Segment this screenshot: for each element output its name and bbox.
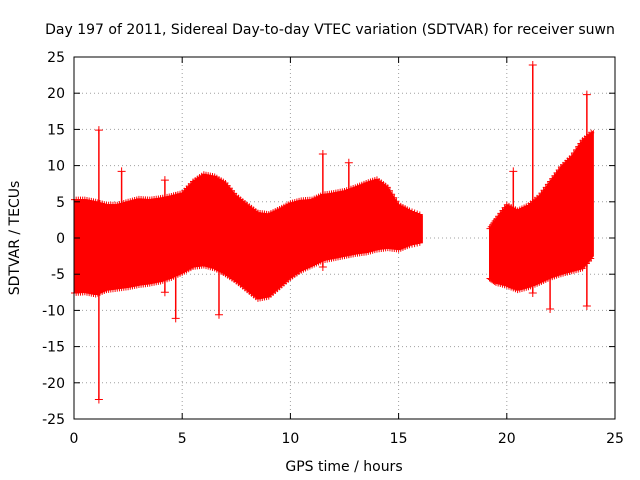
y-tick-label: -5 bbox=[51, 267, 65, 283]
data-point bbox=[588, 129, 595, 136]
data-point bbox=[160, 288, 169, 297]
data-point bbox=[582, 90, 591, 99]
data-point bbox=[318, 150, 327, 159]
data-point bbox=[509, 281, 518, 290]
data-point bbox=[570, 150, 577, 157]
data-point bbox=[546, 304, 555, 313]
data-point bbox=[214, 310, 223, 319]
data-point bbox=[344, 158, 353, 167]
data-point bbox=[94, 126, 103, 135]
data-point bbox=[386, 187, 393, 194]
data-point bbox=[528, 60, 537, 69]
chart-title: Day 197 of 2011, Sidereal Day-to-day VTE… bbox=[45, 22, 615, 38]
y-tick-label: 5 bbox=[56, 195, 65, 211]
y-tick-label: -20 bbox=[42, 376, 65, 392]
data-point bbox=[546, 183, 555, 192]
y-tick-label: 25 bbox=[47, 50, 65, 66]
data-point bbox=[568, 153, 575, 160]
data-point bbox=[389, 191, 396, 198]
data-point bbox=[384, 184, 391, 191]
y-tick-label: 0 bbox=[56, 231, 65, 247]
data-point bbox=[160, 176, 169, 185]
data-point bbox=[117, 262, 126, 271]
data-point bbox=[577, 140, 584, 147]
x-tick-label: 20 bbox=[498, 431, 516, 447]
x-tick-label: 15 bbox=[390, 431, 408, 447]
data-layer bbox=[71, 60, 595, 404]
data-point bbox=[528, 289, 537, 298]
data-point bbox=[573, 146, 580, 153]
data-point bbox=[171, 192, 180, 201]
data-point bbox=[411, 241, 418, 248]
x-tick-label: 10 bbox=[281, 431, 299, 447]
y-tick-label: 20 bbox=[47, 86, 65, 102]
x-tick-label: 0 bbox=[70, 431, 79, 447]
data-point bbox=[214, 179, 223, 188]
data-point bbox=[171, 314, 180, 323]
data-point bbox=[318, 262, 327, 271]
x-axis-label: GPS time / hours bbox=[285, 459, 402, 475]
data-point bbox=[409, 208, 416, 215]
y-tick-label: 15 bbox=[47, 122, 65, 138]
x-axis: 0 5 10 15 20 25 bbox=[70, 57, 624, 447]
data-point bbox=[344, 249, 353, 258]
data-point bbox=[409, 241, 416, 248]
x-tick-label: 25 bbox=[606, 431, 624, 447]
data-point bbox=[416, 239, 423, 246]
data-point bbox=[582, 302, 591, 311]
data-point bbox=[491, 279, 498, 286]
y-tick-label: 10 bbox=[47, 159, 65, 175]
y-axis-label: SDTVAR / TECUs bbox=[7, 181, 23, 296]
x-tick-label: 5 bbox=[178, 431, 187, 447]
data-point bbox=[414, 210, 421, 217]
data-point bbox=[588, 255, 595, 262]
data-point bbox=[117, 167, 126, 176]
data-point bbox=[406, 242, 413, 249]
data-point bbox=[391, 194, 398, 201]
y-tick-label: -15 bbox=[42, 340, 65, 356]
data-point bbox=[416, 211, 423, 218]
data-band-segment-1 bbox=[73, 173, 423, 300]
data-point bbox=[575, 143, 582, 150]
y-axis: 25 20 15 10 5 0 -5 -10 -15 -20 -25 bbox=[42, 50, 615, 428]
data-point bbox=[411, 209, 418, 216]
y-tick-label: -25 bbox=[42, 412, 65, 428]
data-point bbox=[509, 167, 518, 176]
data-point bbox=[414, 240, 421, 247]
data-point bbox=[393, 198, 400, 205]
data-point bbox=[406, 207, 413, 214]
data-point bbox=[94, 395, 103, 404]
y-tick-label: -10 bbox=[42, 303, 65, 319]
